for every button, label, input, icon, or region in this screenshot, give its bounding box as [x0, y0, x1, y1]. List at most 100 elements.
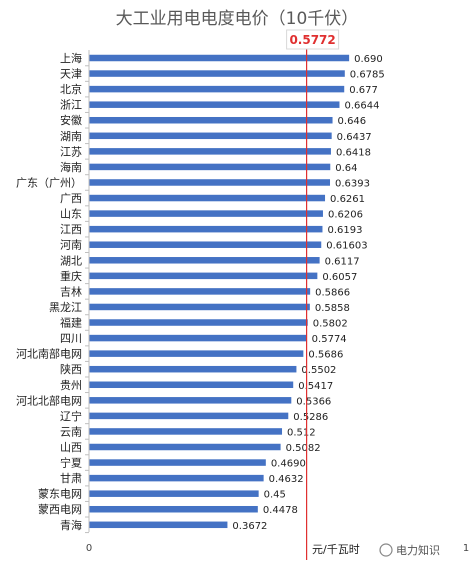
bar [89, 459, 266, 466]
unit-label: 元/千瓦时 [312, 543, 360, 556]
value-label: 0.61603 [326, 241, 367, 252]
bar [89, 490, 259, 497]
bar [89, 179, 331, 186]
value-label: 0.3672 [232, 521, 267, 532]
category-label: 湖北 [60, 254, 82, 267]
bar [89, 474, 264, 482]
bar [89, 443, 281, 451]
category-label: 宁夏 [60, 456, 82, 470]
bar [89, 54, 350, 62]
bar [89, 148, 331, 155]
category-label: 四川 [60, 332, 82, 345]
category-label: 陕西 [60, 362, 82, 376]
value-label: 0.646 [338, 116, 367, 127]
category-label: 湖南 [60, 130, 82, 143]
bar [89, 194, 326, 202]
value-label: 0.5502 [301, 365, 336, 376]
value-label: 0.6418 [336, 147, 371, 158]
category-label: 蒙东电网 [38, 488, 82, 501]
watermark-text: 电力知识 [396, 543, 440, 557]
reference-line-group: 0.5772 [286, 29, 340, 560]
category-label: 山西 [60, 441, 82, 454]
bars-group [85, 50, 350, 534]
value-label: 0.5686 [308, 350, 343, 361]
category-label: 河北南部电网 [16, 347, 82, 361]
value-label: 0.677 [349, 85, 378, 96]
category-label: 重庆 [60, 269, 82, 283]
bar [89, 303, 310, 311]
value-label: 0.5417 [298, 381, 333, 392]
category-label: 吉林 [60, 284, 82, 298]
value-label: 0.6785 [350, 70, 385, 81]
value-label: 0.6437 [337, 132, 372, 143]
category-label: 上海 [60, 51, 82, 65]
value-label: 0.5082 [286, 443, 321, 454]
value-label: 0.4632 [269, 474, 304, 485]
value-label: 0.45 [264, 490, 286, 501]
bar [89, 521, 228, 529]
category-label: 甘肃 [60, 472, 82, 485]
value-label: 0.6117 [325, 256, 360, 267]
watermark: 电力知识 [379, 543, 440, 557]
bar [89, 412, 289, 420]
category-label: 贵州 [60, 379, 82, 392]
category-label: 河南 [60, 239, 82, 252]
category-label: 北京 [60, 82, 82, 96]
value-label: 0.5858 [315, 303, 350, 314]
bar [89, 428, 283, 435]
bar [89, 365, 297, 373]
bar [89, 505, 258, 513]
bar [89, 350, 304, 357]
value-label: 0.6261 [330, 194, 365, 205]
bar [89, 288, 311, 295]
bar [89, 163, 331, 171]
category-label: 江苏 [60, 145, 82, 158]
value-label: 0.690 [354, 54, 383, 65]
value-label: 0.5366 [296, 396, 331, 407]
value-label: 0.6206 [328, 210, 363, 221]
value-label: 0.5866 [315, 287, 350, 298]
bar [89, 381, 294, 389]
category-label: 黑龙江 [49, 301, 82, 314]
bar [89, 272, 318, 280]
bar [89, 70, 345, 77]
bar [89, 397, 292, 404]
reference-label-box [286, 29, 340, 50]
value-label: 0.4690 [271, 459, 306, 470]
value-label: 0.6393 [335, 178, 370, 189]
category-label: 云南 [60, 425, 82, 438]
value-label: 0.6057 [322, 272, 357, 283]
x-tick-1: 1 [463, 543, 469, 554]
bar [89, 210, 323, 217]
category-label: 天津 [60, 68, 82, 81]
category-label: 福建 [60, 316, 82, 330]
bar [89, 334, 307, 342]
value-label: 0.5774 [312, 334, 347, 345]
category-label: 河北北部电网 [16, 393, 82, 407]
bar [89, 319, 308, 326]
value-label: 0.6644 [344, 101, 379, 112]
value-label: 0.5802 [313, 319, 348, 330]
chart-title: 大工业用电电度电价（10千伏） [116, 9, 359, 29]
bar [89, 132, 332, 140]
reference-label: 0.5772 [289, 33, 335, 47]
category-label: 广西 [60, 192, 82, 205]
value-label: 0.6193 [327, 225, 362, 236]
category-label: 安徽 [60, 113, 82, 127]
category-label: 江西 [60, 223, 82, 236]
category-label: 青海 [60, 518, 82, 532]
value-label: 0.5286 [293, 412, 328, 423]
value-label: 0.4478 [263, 505, 298, 516]
category-label: 浙江 [60, 99, 82, 112]
value-label: 0.512 [287, 427, 316, 438]
bar [89, 257, 320, 264]
category-label: 海南 [60, 160, 82, 174]
bar [89, 85, 345, 93]
bar [89, 116, 333, 124]
watermark-logo-icon [379, 543, 393, 557]
bar [89, 241, 322, 248]
category-label: 广东（广州） [16, 176, 82, 189]
category-label: 山东 [60, 208, 82, 221]
